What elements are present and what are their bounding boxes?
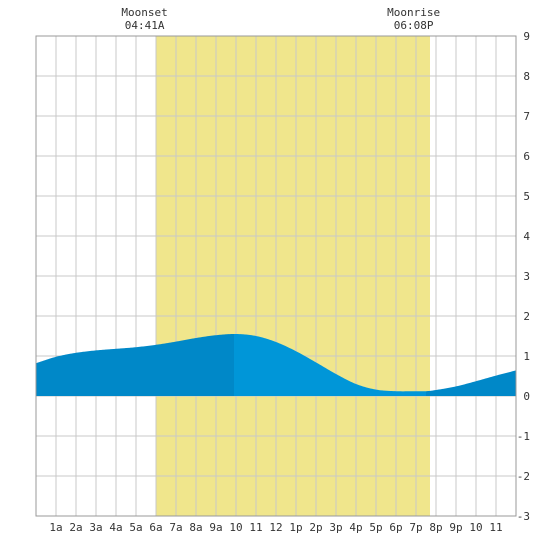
tide-area [426, 370, 516, 396]
annotation-title: Moonrise [387, 6, 440, 19]
annotation-time: 04:41A [125, 19, 165, 32]
x-tick-label: 7a [169, 521, 182, 534]
x-tick-label: 1p [289, 521, 302, 534]
y-tick-label: 2 [523, 310, 530, 323]
x-tick-label: 11 [249, 521, 262, 534]
y-tick-label: -2 [517, 470, 530, 483]
y-tick-label: 7 [523, 110, 530, 123]
x-tick-label: 2p [309, 521, 322, 534]
x-tick-label: 9p [449, 521, 462, 534]
x-tick-label: 11 [489, 521, 502, 534]
x-tick-label: 6p [389, 521, 402, 534]
x-tick-label: 4a [109, 521, 122, 534]
annotation-title: Moonset [121, 6, 167, 19]
tide-area [36, 333, 234, 396]
y-tick-label: 5 [523, 190, 530, 203]
x-tick-label: 5p [369, 521, 382, 534]
annotation-time: 06:08P [394, 19, 434, 32]
x-tick-label: 1a [49, 521, 62, 534]
x-tick-label: 8p [429, 521, 442, 534]
y-tick-label: 4 [523, 230, 530, 243]
x-tick-label: 9a [209, 521, 222, 534]
x-tick-label: 3a [89, 521, 102, 534]
x-tick-label: 3p [329, 521, 342, 534]
x-tick-label: 10 [469, 521, 482, 534]
y-tick-label: -1 [517, 430, 530, 443]
x-tick-label: 10 [229, 521, 242, 534]
x-tick-label: 5a [129, 521, 142, 534]
x-tick-label: 2a [69, 521, 82, 534]
plot-frame [35, 35, 517, 517]
x-tick-label: 4p [349, 521, 362, 534]
y-tick-label: -3 [517, 510, 530, 523]
y-tick-label: 0 [523, 390, 530, 403]
x-tick-label: 6a [149, 521, 162, 534]
x-tick-label: 8a [189, 521, 202, 534]
y-tick-label: 1 [523, 350, 530, 363]
y-tick-label: 6 [523, 150, 530, 163]
y-tick-label: 8 [523, 70, 530, 83]
y-tick-label: 9 [523, 30, 530, 43]
x-tick-label: 12 [269, 521, 282, 534]
x-tick-label: 7p [409, 521, 422, 534]
tide-area-highlight [234, 333, 426, 396]
y-tick-label: 3 [523, 270, 530, 283]
